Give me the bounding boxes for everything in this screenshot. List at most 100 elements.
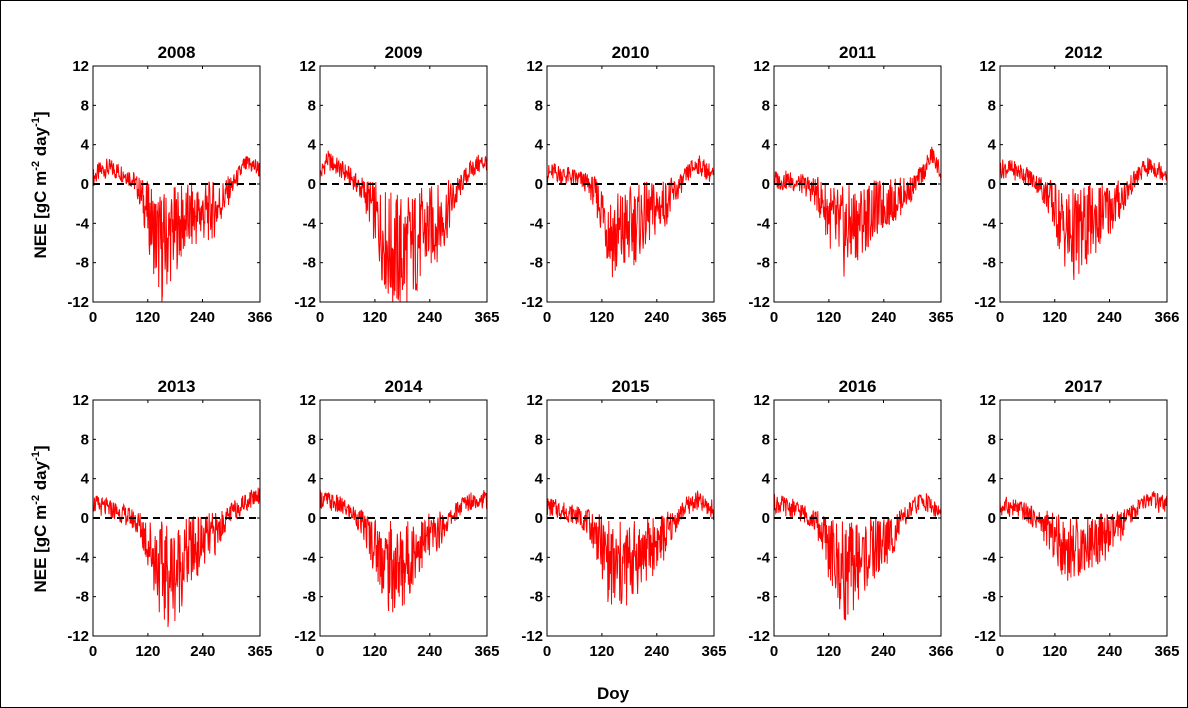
y-tick-label: 8 <box>308 431 316 448</box>
y-tick-label: -4 <box>76 549 90 566</box>
x-tick-label: 0 <box>89 309 97 326</box>
y-tick-label: 0 <box>308 510 316 527</box>
y-tick-label: 0 <box>81 176 89 193</box>
y-tick-label: 8 <box>535 97 543 114</box>
x-tick-label: 0 <box>996 309 1004 326</box>
y-tick-label: 12 <box>979 58 996 75</box>
y-tick-label: -12 <box>521 628 543 645</box>
x-tick-label: 120 <box>1042 643 1067 660</box>
y-tick-label: -12 <box>974 294 996 311</box>
panel-title: 2008 <box>158 43 196 62</box>
y-tick-label: 4 <box>308 137 317 154</box>
x-tick-label: 0 <box>770 309 778 326</box>
y-tick-label: -4 <box>303 549 317 566</box>
y-tick-label: -12 <box>294 628 316 645</box>
y-tick-label: -4 <box>757 549 771 566</box>
x-tick-label: 0 <box>770 643 778 660</box>
x-tick-label: 120 <box>135 643 160 660</box>
y-tick-label: 4 <box>535 471 544 488</box>
y-tick-label: -8 <box>530 255 543 272</box>
x-tick-label: 366 <box>1154 309 1179 326</box>
x-tick-label: 0 <box>543 643 551 660</box>
y-tick-label: 4 <box>762 137 771 154</box>
y-tick-label: -8 <box>303 255 316 272</box>
x-tick-label: 0 <box>996 643 1004 660</box>
panel-title: 2014 <box>385 377 423 396</box>
y-tick-label: 12 <box>299 392 316 409</box>
y-tick-label: -12 <box>67 294 89 311</box>
x-tick-label: 120 <box>816 643 841 660</box>
x-axis-label: Doy <box>597 684 630 703</box>
y-tick-label: -12 <box>294 294 316 311</box>
y-tick-label: -8 <box>757 255 770 272</box>
y-tick-label: 4 <box>535 137 544 154</box>
y-tick-label: -8 <box>983 589 996 606</box>
panel-title: 2010 <box>612 43 650 62</box>
x-tick-label: 365 <box>701 643 726 660</box>
y-tick-label: 12 <box>526 58 543 75</box>
y-tick-label: -4 <box>303 215 317 232</box>
y-tick-label: 12 <box>979 392 996 409</box>
y-axis-label-top: NEE [gC m-2 day-1] <box>30 111 50 258</box>
x-tick-label: 365 <box>474 309 499 326</box>
x-tick-label: 240 <box>644 309 669 326</box>
x-tick-label: 120 <box>1042 309 1067 326</box>
y-tick-label: -12 <box>67 628 89 645</box>
y-tick-label: -12 <box>748 294 770 311</box>
panel-title: 2011 <box>839 43 876 62</box>
y-tick-label: 8 <box>81 97 89 114</box>
y-tick-label: 4 <box>308 471 317 488</box>
x-tick-label: 365 <box>474 643 499 660</box>
y-tick-label: 12 <box>299 58 316 75</box>
y-tick-label: 12 <box>72 58 89 75</box>
y-tick-label: 12 <box>72 392 89 409</box>
y-tick-label: 0 <box>81 510 89 527</box>
y-tick-label: -4 <box>530 215 544 232</box>
panel-title: 2017 <box>1065 377 1103 396</box>
x-tick-label: 365 <box>247 643 272 660</box>
y-tick-label: -4 <box>983 215 997 232</box>
y-tick-label: 0 <box>988 510 996 527</box>
x-tick-label: 365 <box>701 309 726 326</box>
x-tick-label: 120 <box>589 309 614 326</box>
panel-title: 2015 <box>612 377 650 396</box>
y-tick-label: 12 <box>753 58 770 75</box>
y-tick-label: 8 <box>762 431 770 448</box>
y-tick-label: 8 <box>308 97 316 114</box>
x-tick-label: 120 <box>589 643 614 660</box>
x-tick-label: 240 <box>1097 643 1122 660</box>
y-tick-label: 8 <box>762 97 770 114</box>
y-tick-label: -12 <box>748 628 770 645</box>
y-tick-label: 0 <box>988 176 996 193</box>
x-tick-label: 240 <box>644 643 669 660</box>
y-tick-label: 4 <box>81 471 90 488</box>
y-tick-label: 8 <box>988 431 996 448</box>
y-tick-label: 8 <box>988 97 996 114</box>
y-tick-label: -8 <box>983 255 996 272</box>
y-tick-label: -4 <box>76 215 90 232</box>
x-tick-label: 365 <box>928 309 953 326</box>
y-tick-label: -4 <box>757 215 771 232</box>
y-tick-label: 12 <box>753 392 770 409</box>
x-tick-label: 120 <box>362 643 387 660</box>
y-tick-label: 8 <box>81 431 89 448</box>
y-axis-label-bottom: NEE [gC m-2 day-1] <box>30 445 50 592</box>
x-tick-label: 240 <box>1097 309 1122 326</box>
y-tick-label: 4 <box>988 471 997 488</box>
x-tick-label: 240 <box>417 643 442 660</box>
y-tick-label: -12 <box>974 628 996 645</box>
x-tick-label: 365 <box>1154 643 1179 660</box>
y-tick-label: 4 <box>988 137 997 154</box>
y-tick-label: -8 <box>530 589 543 606</box>
x-tick-label: 240 <box>417 309 442 326</box>
x-tick-label: 120 <box>816 309 841 326</box>
x-tick-label: 240 <box>190 643 215 660</box>
x-tick-label: 0 <box>316 643 324 660</box>
y-tick-label: 8 <box>535 431 543 448</box>
panel-title: 2016 <box>839 377 877 396</box>
y-tick-label: -12 <box>521 294 543 311</box>
x-tick-label: 0 <box>316 309 324 326</box>
x-tick-label: 240 <box>871 309 896 326</box>
